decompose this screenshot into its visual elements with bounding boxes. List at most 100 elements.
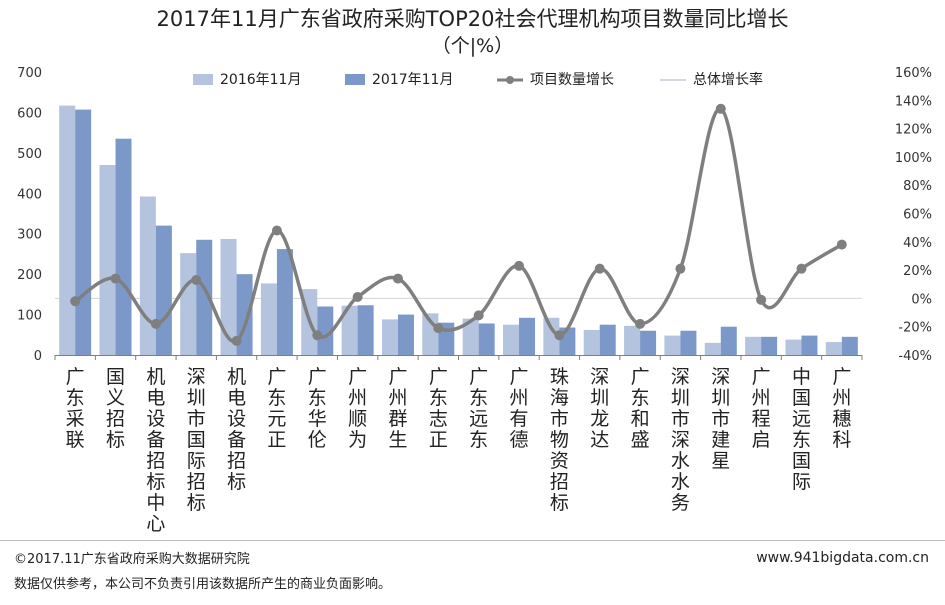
x-category-label: 深圳市深水水务 [671, 366, 690, 514]
bar-2016 [180, 253, 197, 355]
x-category-label: 广东志正 [429, 366, 448, 451]
x-category-label: 珠海市物资招标 [550, 366, 569, 514]
bar-2016 [543, 317, 560, 355]
growth-point [473, 310, 484, 321]
growth-point [836, 239, 847, 250]
growth-point [514, 260, 525, 271]
growth-point [191, 275, 202, 286]
y-right-tick-label: 100% [895, 151, 932, 166]
legend-swatch-bar [345, 74, 365, 85]
legend-label: 2016年11月 [220, 72, 301, 88]
y-left-tick-label: 700 [17, 66, 42, 81]
bar-2017 [276, 249, 293, 355]
bar-2017 [357, 305, 374, 355]
y-right-tick-label: 120% [895, 123, 932, 138]
bar-2016 [704, 342, 721, 355]
legend-label: 2017年11月 [372, 72, 453, 88]
bar-2017 [397, 314, 414, 355]
x-category-label: 广东采联 [66, 366, 85, 451]
x-category-label: 广州程启 [752, 366, 771, 451]
y-left-tick-label: 400 [17, 187, 42, 202]
y-left-tick-label: 500 [17, 147, 42, 162]
chart-canvas: 0 100 200 300 400 500 600 700 -40% -20% 0% 20% 40% 60… [17, 66, 932, 535]
bar-2016 [341, 305, 358, 355]
growth-point [796, 263, 807, 274]
growth-point [70, 296, 81, 307]
growth-point [150, 318, 161, 329]
growth-point [554, 330, 565, 341]
x-category-label: 深圳市国际招标 [187, 366, 206, 514]
bar-2016 [583, 329, 600, 355]
x-category-label: 广州群生 [388, 366, 407, 451]
legend-label: 总体增长率 [693, 71, 763, 88]
bar-2017 [680, 330, 697, 355]
growth-point [271, 225, 282, 236]
bar-2016 [785, 339, 802, 355]
y-right-tick-label: 20% [903, 264, 932, 279]
x-category-label: 深圳龙达 [590, 366, 609, 451]
bar-2017 [761, 336, 778, 355]
growth-point [433, 323, 444, 334]
x-category-label: 广州有德 [510, 366, 529, 451]
x-category-label: 广东元正 [267, 366, 286, 451]
legend-label: 项目数量增长 [530, 72, 614, 88]
y-right-tick-label: 40% [903, 236, 932, 251]
bar-2016 [381, 319, 398, 355]
x-category-label: 广州穗科 [832, 366, 851, 451]
growth-point [110, 273, 121, 284]
x-category-label: 广东远东 [469, 366, 488, 451]
bar-2017 [478, 323, 495, 355]
y-right-tick-label: -20% [898, 321, 932, 336]
bar-2016 [745, 336, 762, 355]
x-category-label: 广东华伦 [308, 366, 327, 451]
growth-point [635, 318, 646, 329]
bar-2017 [519, 317, 536, 355]
y-right-tick-label: 60% [903, 208, 932, 223]
bar-2017 [155, 225, 172, 355]
bar-2017 [841, 336, 858, 355]
bar-2016 [624, 325, 641, 355]
website-link[interactable]: www.941bigdata.com.cn [756, 550, 929, 566]
bar-2017 [640, 330, 657, 355]
y-right-tick-label: -40% [898, 349, 932, 364]
y-right-tick-label: 80% [903, 179, 932, 194]
bar-2017 [75, 109, 92, 355]
x-category-label: 机电设备招标 [227, 366, 246, 493]
growth-point [756, 294, 767, 305]
y-right-tick-label: 160% [895, 66, 932, 81]
bar-2017 [317, 306, 334, 355]
bar-2016 [664, 335, 681, 355]
x-category-label: 深圳市建星 [711, 366, 730, 472]
footer-divider [0, 540, 945, 541]
bar-2017 [599, 324, 616, 355]
bar-2017 [801, 335, 818, 355]
x-category-label: 中国远东国际 [792, 366, 811, 493]
y-left-tick-label: 300 [17, 228, 42, 243]
x-category-label: 广东和盛 [631, 366, 650, 451]
x-category-label: 机电设备招标中心 [146, 366, 165, 535]
growth-point [312, 330, 323, 341]
x-category-label: 国义招标 [106, 366, 125, 451]
copyright-text: ©2017.11广东省政府采购大数据研究院 [14, 552, 250, 567]
chart-title: 2017年11月广东省政府采购TOP20社会代理机构项目数量同比增长 [156, 7, 789, 31]
bar-2017 [115, 138, 132, 355]
y-right-tick-label: 140% [895, 94, 932, 109]
growth-point [675, 263, 686, 274]
bar-2017 [196, 239, 213, 355]
growth-point [715, 103, 726, 114]
growth-point [594, 263, 605, 274]
bar-2016 [462, 318, 479, 355]
disclaimer-text: 数据仅供参考，本公司不负责引用该数据所产生的商业负面影响。 [14, 577, 392, 592]
bar-2016 [503, 324, 520, 355]
y-left-tick-label: 100 [17, 309, 42, 324]
legend-swatch-marker [506, 76, 514, 84]
bar-2016 [260, 283, 277, 355]
bar-2016 [99, 164, 116, 355]
growth-point [352, 291, 363, 302]
growth-point [231, 335, 242, 346]
bar-2016 [220, 238, 237, 355]
y-left-tick-label: 600 [17, 106, 42, 121]
bar-2016 [825, 342, 842, 355]
bar-2016 [59, 105, 76, 355]
growth-point [392, 273, 403, 284]
